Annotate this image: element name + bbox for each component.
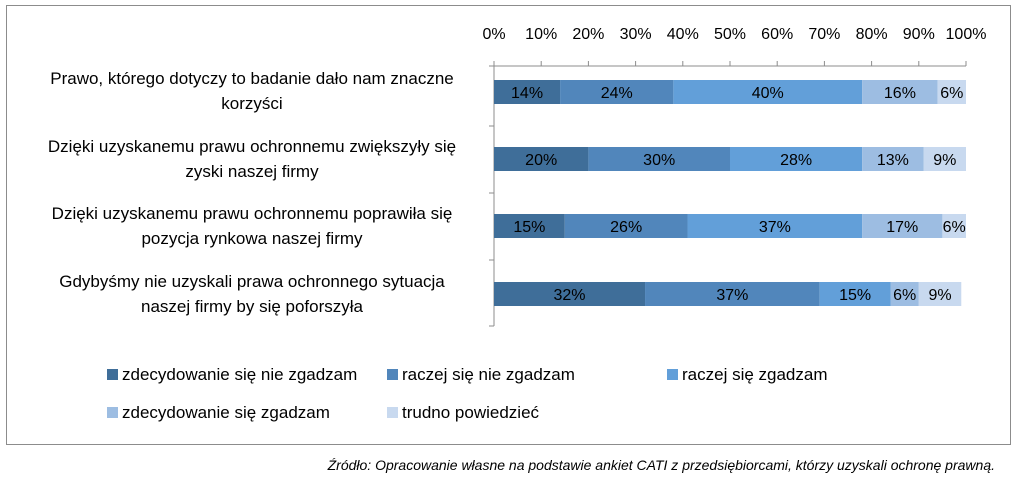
data-label: 6%	[940, 85, 963, 102]
data-label: 28%	[780, 152, 812, 169]
legend-label: raczej się nie zgadzam	[402, 365, 575, 384]
bar-segment	[687, 214, 863, 238]
x-tick-label: 40%	[667, 26, 699, 43]
bar-segment	[942, 214, 966, 238]
x-tick-label: 100%	[946, 26, 987, 43]
legend-swatch	[107, 369, 118, 380]
legend-swatch	[107, 407, 118, 418]
category-label-line: Dzięki uzyskanemu prawu ochronnemu zwięk…	[47, 137, 457, 156]
x-tick-label: 30%	[620, 26, 652, 43]
x-tick-label: 0%	[482, 26, 505, 43]
category-label: Prawo, którego dotyczy to badanie dało n…	[17, 66, 487, 116]
category-label-line: Gdybyśmy nie uzyskali prawa ochronnego s…	[59, 272, 445, 291]
bar-segment	[494, 214, 565, 238]
data-label: 20%	[525, 152, 557, 169]
stacked-bar-chart: 0% 10% 20% 30% 40% 50% 60% 70% 80% 90% 100% 14% 24% 4…	[107, 26, 987, 422]
source-note: Źródło: Opracowanie własne na podstawie …	[327, 457, 995, 473]
data-label: 9%	[933, 152, 956, 169]
x-tick-label: 60%	[761, 26, 793, 43]
bar-segment	[918, 282, 962, 306]
bar-segment	[588, 147, 730, 171]
category-label-line: pozycja rynkowa naszej firmy	[141, 229, 363, 248]
bar-segment	[494, 282, 646, 306]
legend-label: zdecydowanie się zgadzam	[122, 403, 330, 422]
data-label: 17%	[886, 219, 918, 236]
bar-segment	[494, 80, 561, 104]
data-label: 9%	[928, 287, 951, 304]
bar-segment	[937, 80, 966, 104]
category-label-line: korzyści	[221, 94, 283, 113]
data-label: 37%	[716, 287, 748, 304]
bar-segment	[494, 147, 589, 171]
category-label: Dzięki uzyskanemu prawu ochronnemu popra…	[17, 201, 487, 251]
legend-swatch	[387, 369, 398, 380]
category-label-line: Dzięki uzyskanemu prawu ochronnemu popra…	[51, 204, 453, 223]
legend-label: raczej się zgadzam	[682, 365, 828, 384]
data-label: 24%	[601, 85, 633, 102]
bar-segment	[819, 282, 891, 306]
bar-segment	[923, 147, 966, 171]
bar-segment	[862, 214, 943, 238]
bar-segment	[564, 214, 688, 238]
legend-swatch	[667, 369, 678, 380]
data-label: 32%	[554, 287, 586, 304]
data-label: 26%	[610, 219, 642, 236]
data-label: 15%	[839, 287, 871, 304]
bar-segment	[862, 80, 938, 104]
bar-segment	[673, 80, 863, 104]
data-label: 16%	[884, 85, 916, 102]
x-tick-label: 20%	[572, 26, 604, 43]
data-label: 6%	[943, 219, 966, 236]
bar-segment	[890, 282, 919, 306]
legend-label: trudno powiedzieć	[402, 403, 540, 422]
chart-frame: 0% 10% 20% 30% 40% 50% 60% 70% 80% 90% 100% 14% 24% 4…	[6, 5, 1011, 445]
data-label: 40%	[752, 85, 784, 102]
legend-label: zdecydowanie się nie zgadzam	[122, 365, 357, 384]
x-tick-label: 10%	[525, 26, 557, 43]
data-label: 13%	[877, 152, 909, 169]
data-label: 14%	[511, 85, 543, 102]
x-tick-label: 70%	[808, 26, 840, 43]
category-label-line: zyski naszej firmy	[185, 162, 319, 181]
data-label: 15%	[513, 219, 545, 236]
category-label-line: naszej firmy by się poforszyła	[140, 297, 364, 316]
category-label: Dzięki uzyskanemu prawu ochronnemu zwięk…	[17, 134, 487, 184]
x-tick-label: 80%	[856, 26, 888, 43]
bar-segment	[730, 147, 863, 171]
x-tick-label: 50%	[714, 26, 746, 43]
x-tick-label: 90%	[903, 26, 935, 43]
data-label: 30%	[643, 152, 675, 169]
bar-segment	[645, 282, 820, 306]
data-label: 6%	[893, 287, 916, 304]
bar-segment	[560, 80, 674, 104]
legend-swatch	[387, 407, 398, 418]
data-label: 37%	[759, 219, 791, 236]
category-label-line: Prawo, którego dotyczy to badanie dało n…	[50, 69, 454, 88]
category-label: Gdybyśmy nie uzyskali prawa ochronnego s…	[17, 269, 487, 319]
bar-segment	[862, 147, 924, 171]
